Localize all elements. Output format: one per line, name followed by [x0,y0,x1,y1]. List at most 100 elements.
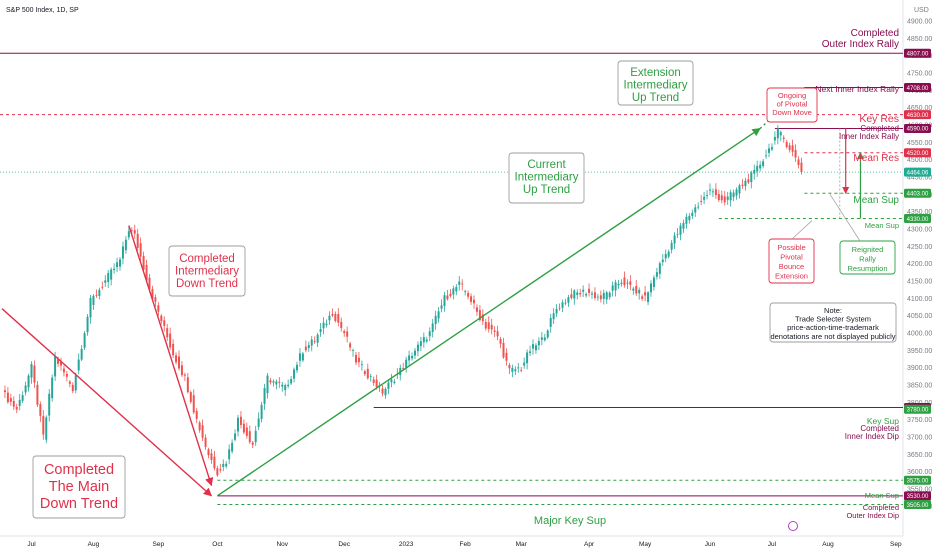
candle-body [65,373,68,377]
candle-body [591,293,593,295]
candle-body [402,368,405,369]
candle-body [700,201,703,202]
price-badge-label: 4330.00 [907,217,929,223]
price-badge-label: 4520.00 [907,151,929,157]
candle-body [287,384,290,387]
price-badges: 4807.00 4708.00 4630.00 4590.00 4520.00 4464.… [904,48,931,510]
candle-body [183,374,186,376]
candle-body [570,294,573,298]
candle-body [517,367,520,369]
candle-body [791,145,794,152]
candle-body [523,362,526,366]
candle-body [546,330,549,338]
candle-body [508,365,511,369]
candle-body [759,164,762,169]
candle-body [42,416,45,435]
candle-body [237,417,239,432]
candle-body [272,381,275,383]
label-completed-outer-rally: Completed Outer Index Rally [822,28,899,50]
candle-body [204,437,207,447]
candle-body [496,331,499,337]
candle-body [658,263,661,274]
candle-body [588,288,591,293]
label-key-sup: Key Sup [867,416,899,426]
candle-body [449,293,452,296]
callout-main-down: Completed The Main Down Trend [40,462,118,512]
candle-body [765,155,768,157]
candle-body [473,299,475,304]
candle-body [800,162,803,172]
candle-body [697,206,700,208]
candle-body [360,363,363,365]
candle-body [405,359,408,368]
price-badge [904,214,931,224]
candle-body [440,305,443,309]
candle-body [561,302,564,308]
candle-body [51,377,54,399]
candle-body [322,322,325,329]
candle-body [30,364,33,378]
label-next-inner-rally: Next Inner Index Rally [815,84,899,94]
candle-body [266,375,269,394]
candle-body [664,253,667,259]
price-axis[interactable]: 4900.004850.004800.004750.004700.004650.… [907,19,932,511]
candle-body [228,449,231,460]
candle-body [576,292,579,296]
y-tick-label: 4050.00 [907,313,932,320]
candle-body [526,352,529,364]
callout-ongoing-pivotal: Ongoing of Pivotal Down Move [772,91,812,117]
candle-body [593,292,596,298]
note-text: Note: Trade Selecter System price-action-t… [770,306,895,341]
x-tick-label: Feb [460,541,472,548]
candle-body [172,344,175,356]
callout-possible-bounce: Possible Pivotal Bounce Extension [775,243,808,281]
price-badge-label: 4630.00 [907,113,929,119]
candle-body [107,273,110,282]
y-tick-label: 3550.00 [907,486,932,493]
candle-body [549,318,552,327]
price-badge-label: 4464.06 [907,170,929,176]
candle-body [293,369,296,379]
label-completed-outer-dip: Completed Outer Index Dip [846,503,899,520]
candle-body [71,384,74,392]
candle-body [458,281,461,285]
candle-body [54,356,57,377]
candle-body [381,388,384,394]
candle-body [166,328,169,338]
candle-body [216,468,219,476]
price-badge [904,123,931,133]
candle-body [732,192,735,198]
candle-body [68,381,71,384]
candle-body [744,180,747,187]
price-badge [904,475,931,485]
candle-body [434,315,437,325]
x-tick-label: Jul [27,541,36,548]
candle-body [558,307,561,309]
callout-main-down-box [32,455,126,519]
candle-body [195,410,198,419]
event-marker-icon[interactable] [788,521,798,531]
candle-body [62,368,65,373]
candle-body [694,207,697,213]
price-badge [904,110,931,120]
candle-body [481,314,484,322]
time-axis[interactable]: Jul Aug Sep Oct Nov Dec 2023 Feb Mar Apr May Jun Jul… [27,521,932,549]
candle-body [644,292,647,296]
major-key-sup-bg [527,514,613,527]
candle-body [186,377,189,393]
y-tick-label: 4200.00 [907,261,932,268]
candle-body [706,195,709,196]
candle-body [366,368,369,379]
candle-body [390,379,393,383]
candle-body [393,381,396,384]
candle-body [154,297,157,302]
candle-body [189,392,192,402]
annotations: Completed Outer Index Rally Next Inner Ind… [32,28,900,527]
candle-body [717,194,720,201]
callout-current-up-box [508,152,585,204]
candle-body [160,315,163,322]
candle-body [27,375,30,388]
candle-body [470,296,473,302]
candle-body [213,456,216,469]
